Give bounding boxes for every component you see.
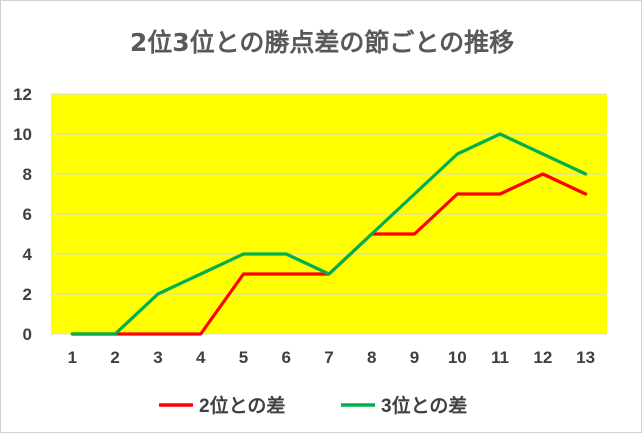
y-tick-labels: 0 2 4 6 8 10 12 (13, 85, 32, 344)
chart-title: 2位3位との勝点差の節ごとの推移 (129, 28, 515, 57)
legend: 2位との差 3位との差 (159, 394, 467, 417)
x-tick-label: 2 (110, 348, 119, 367)
y-tick-label: 8 (23, 165, 32, 184)
x-tick-label: 13 (576, 348, 595, 367)
x-tick-label: 7 (324, 348, 333, 367)
x-tick-label: 3 (153, 348, 162, 367)
x-tick-label: 1 (68, 348, 77, 367)
x-tick-label: 12 (533, 348, 552, 367)
series-lines (70, 132, 588, 336)
x-tick-label: 9 (410, 348, 419, 367)
x-tick-label: 6 (281, 348, 290, 367)
y-tick-label: 0 (23, 325, 32, 344)
x-tick-labels: 1 2 3 4 5 6 7 8 9 10 11 12 13 (68, 348, 595, 367)
legend-label-1: 2位との差 (199, 394, 285, 417)
x-tick-label: 4 (196, 348, 206, 367)
x-tick-label: 11 (491, 348, 509, 367)
legend-label-2: 3位との差 (381, 394, 467, 417)
y-tick-label: 6 (23, 205, 32, 224)
x-tick-label: 8 (367, 348, 376, 367)
y-tick-label: 12 (13, 85, 32, 104)
series-line-2 (70, 132, 588, 336)
y-tick-label: 10 (13, 125, 32, 144)
x-tick-label: 10 (448, 348, 467, 367)
x-tick-label: 5 (239, 348, 248, 367)
y-tick-label: 4 (23, 245, 33, 264)
y-tick-label: 2 (23, 285, 32, 304)
